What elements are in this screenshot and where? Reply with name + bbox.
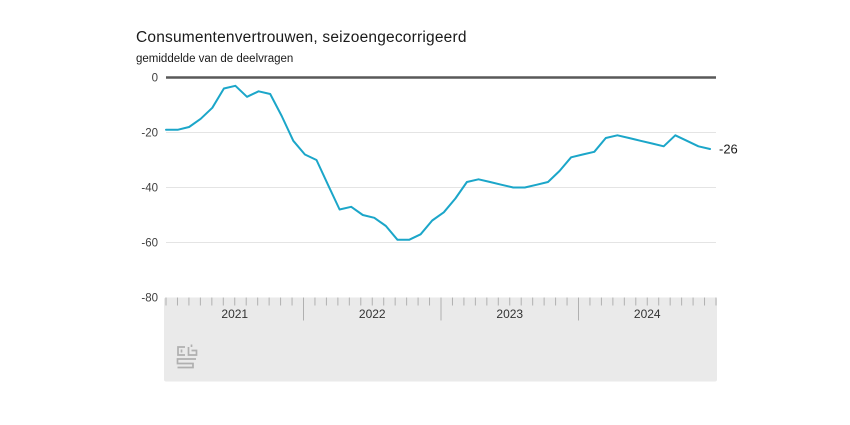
y-tick-label: -20	[141, 128, 158, 140]
y-tick-label: -80	[141, 293, 158, 305]
year-label: 2021	[221, 307, 248, 321]
year-label: 2022	[359, 307, 386, 321]
chart-subtitle: gemiddelde van de deelvragen	[136, 53, 294, 65]
data-line	[165, 84, 711, 241]
cbs-logo-icon	[187, 347, 198, 356]
end-value-label: -26	[719, 142, 738, 157]
y-tick-label: -60	[141, 238, 158, 250]
y-tick-label: 0	[152, 73, 158, 85]
cbs-logo-icon	[177, 346, 185, 356]
y-tick-label: -40	[141, 183, 158, 195]
chart-title: Consumentenvertrouwen, seizoengecorrigee…	[136, 29, 467, 46]
year-label: 2024	[634, 307, 661, 321]
year-label: 2023	[496, 307, 523, 321]
cbs-logo-icon	[176, 358, 196, 369]
